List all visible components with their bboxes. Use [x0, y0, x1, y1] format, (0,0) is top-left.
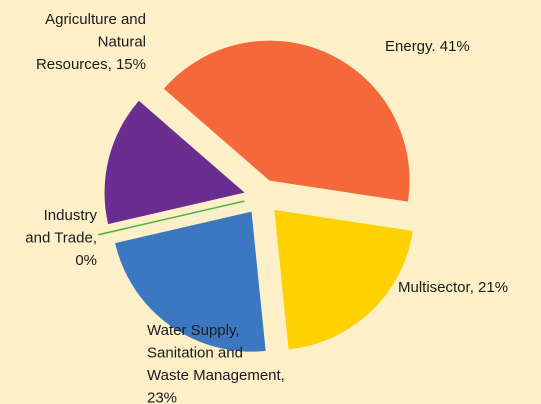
pie-slice	[163, 40, 410, 202]
slice-label: 0%	[75, 252, 97, 269]
pie-slice	[98, 200, 245, 236]
slice-label: Agriculture and	[45, 11, 146, 28]
slice-label: Industry	[44, 207, 98, 224]
slice-label: Natural	[98, 33, 146, 50]
pie-slice	[274, 210, 413, 350]
slice-label: Water Supply,	[147, 322, 240, 339]
slice-label: Energy. 41%	[385, 38, 470, 55]
slice-label: Waste Management,	[147, 367, 285, 384]
pie-slice	[104, 100, 245, 225]
slice-label: Multisector, 21%	[398, 279, 508, 296]
slice-label: and Trade,	[25, 229, 97, 246]
pie-slice	[115, 211, 266, 352]
slice-label: Resources, 15%	[36, 56, 146, 73]
slice-label: Sanitation and	[147, 344, 243, 361]
slice-label: 23%	[147, 389, 177, 404]
